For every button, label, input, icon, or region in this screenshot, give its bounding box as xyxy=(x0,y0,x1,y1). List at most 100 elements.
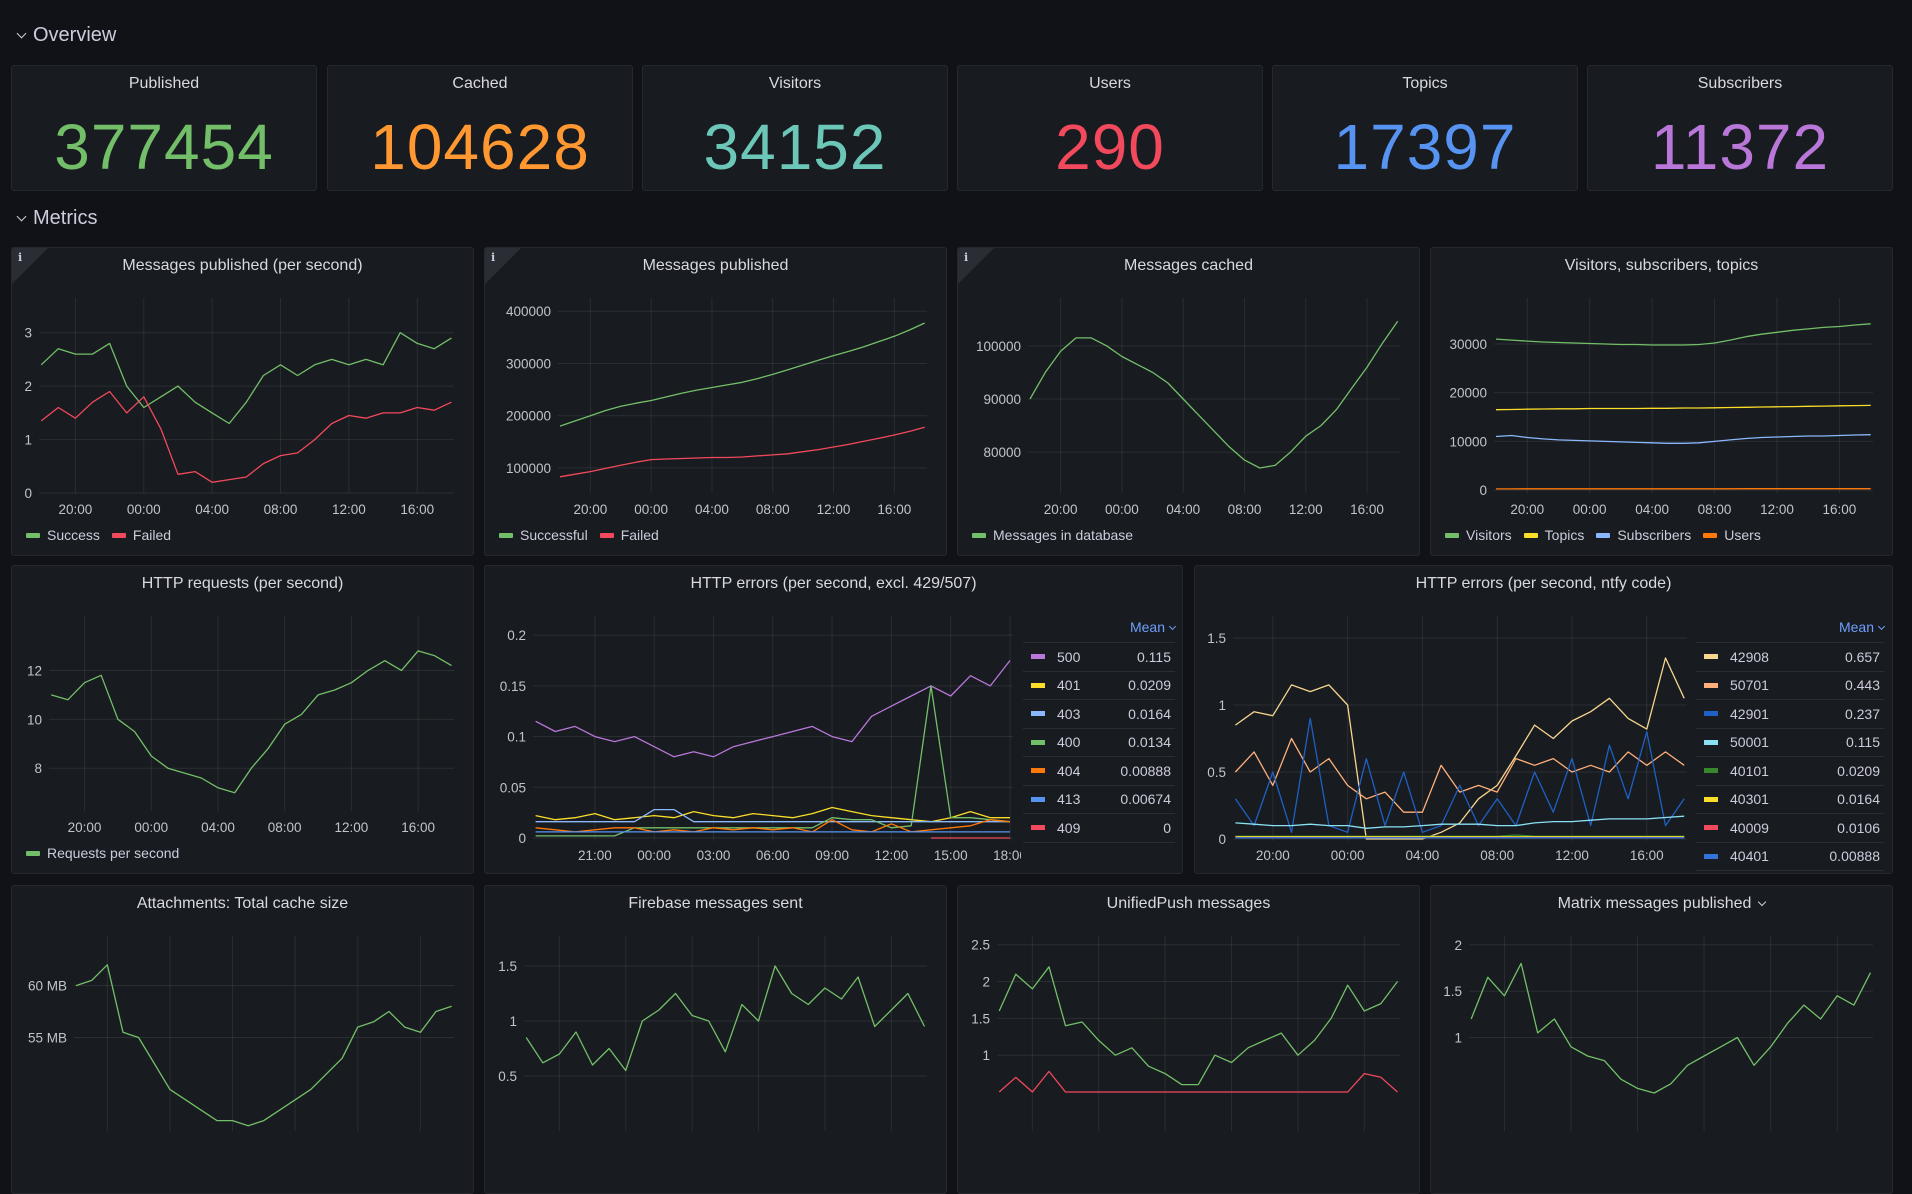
legend-label: Failed xyxy=(621,527,659,543)
chart-legend: Visitors Topics Subscribers Users xyxy=(1445,527,1761,543)
x-tick-label: 00:00 xyxy=(127,502,161,517)
legend-swatch xyxy=(112,533,126,538)
x-tick-label: 04:00 xyxy=(1406,848,1440,863)
legend-mean-value: 0.443 xyxy=(1845,677,1880,693)
series-line-0[interactable] xyxy=(76,965,452,1126)
series-line-Subscribers[interactable] xyxy=(1496,435,1871,444)
x-tick-label: 04:00 xyxy=(1166,502,1200,517)
x-tick-label: 08:00 xyxy=(264,502,298,517)
legend-mean-value: 0.657 xyxy=(1845,649,1880,665)
x-tick-label: 12:00 xyxy=(1555,848,1589,863)
x-tick-label: 20:00 xyxy=(1256,848,1290,863)
series-line-Failed[interactable] xyxy=(560,427,925,477)
stat-panel-subscribers[interactable]: Subscribers 11372 xyxy=(1587,65,1893,191)
legend-mean-value: 0.115 xyxy=(1846,734,1880,750)
chart-panel[interactable]: HTTP errors (per second, excl. 429/507)0… xyxy=(484,565,1183,874)
legend-sort-mean[interactable]: Mean xyxy=(1696,615,1884,643)
series-line-42908[interactable] xyxy=(1235,658,1684,839)
series-line-Messages in database[interactable] xyxy=(1030,321,1398,468)
x-tick-label: 09:00 xyxy=(815,848,849,863)
series-line-Failed[interactable] xyxy=(41,392,451,483)
y-tick-label: 200000 xyxy=(506,409,551,424)
legend-item[interactable]: Success xyxy=(26,527,100,543)
legend-item[interactable]: Visitors xyxy=(1445,527,1512,543)
series-line-0[interactable] xyxy=(999,967,1397,1085)
legend-item[interactable]: Failed xyxy=(600,527,659,543)
stat-panel-published[interactable]: Published 377454 xyxy=(11,65,317,191)
legend-label: 401 xyxy=(1057,677,1128,693)
series-line-50701[interactable] xyxy=(1235,739,1684,813)
series-line-0[interactable] xyxy=(1471,963,1870,1093)
stat-panel-cached[interactable]: Cached 104628 xyxy=(327,65,633,191)
legend-mean-value: 0.0106 xyxy=(1837,820,1880,836)
series-line-Success[interactable] xyxy=(41,333,451,424)
stat-panel-topics[interactable]: Topics 17397 xyxy=(1272,65,1578,191)
legend-swatch xyxy=(1031,768,1045,773)
y-tick-label: 0.5 xyxy=(1207,765,1226,780)
legend-item[interactable]: Failed xyxy=(112,527,171,543)
legend-swatch xyxy=(1704,854,1718,859)
x-tick-label: 12:00 xyxy=(335,820,369,835)
series-line-0[interactable] xyxy=(526,966,924,1071)
y-tick-label: 1.5 xyxy=(498,959,517,974)
legend-item[interactable]: Messages in database xyxy=(972,527,1133,543)
legend-item[interactable]: Users xyxy=(1703,527,1761,543)
legend-swatch xyxy=(1596,533,1610,538)
series-line-Visitors[interactable] xyxy=(1496,324,1871,345)
series-line-Requests per second[interactable] xyxy=(51,651,451,793)
section-overview-toggle[interactable]: Overview xyxy=(18,24,116,47)
section-metrics-toggle[interactable]: Metrics xyxy=(18,207,97,230)
stat-panel-visitors[interactable]: Visitors 34152 xyxy=(642,65,948,191)
series-line-Topics[interactable] xyxy=(1496,405,1871,409)
x-tick-label: 08:00 xyxy=(756,502,790,517)
series-line-40101[interactable] xyxy=(1235,835,1684,836)
chevron-down-icon xyxy=(1878,623,1885,630)
legend-item[interactable]: Successful xyxy=(499,527,588,543)
series-line-1[interactable] xyxy=(999,1071,1397,1092)
stat-value: 11372 xyxy=(1588,110,1892,184)
legend-item[interactable]: Requests per second xyxy=(26,845,179,861)
legend-mean-value: 0.115 xyxy=(1137,649,1171,665)
series-line-42901[interactable] xyxy=(1235,718,1684,832)
legend-label: 40301 xyxy=(1730,791,1837,807)
y-tick-label: 100000 xyxy=(976,339,1021,354)
y-tick-label: 90000 xyxy=(983,392,1021,407)
stat-panel-users[interactable]: Users 290 xyxy=(957,65,1263,191)
legend-swatch xyxy=(1031,797,1045,802)
legend-item[interactable]: Topics xyxy=(1524,527,1585,543)
chart-legend: Requests per second xyxy=(26,845,179,861)
legend-sort-mean[interactable]: Mean xyxy=(1023,615,1175,643)
legend-mean-value: 0.0164 xyxy=(1128,706,1171,722)
chevron-down-icon xyxy=(17,212,27,222)
series-line-Successful[interactable] xyxy=(560,323,925,426)
y-tick-label: 10 xyxy=(27,712,42,727)
legend-item[interactable]: Subscribers xyxy=(1596,527,1691,543)
y-tick-label: 1.5 xyxy=(971,1011,990,1026)
